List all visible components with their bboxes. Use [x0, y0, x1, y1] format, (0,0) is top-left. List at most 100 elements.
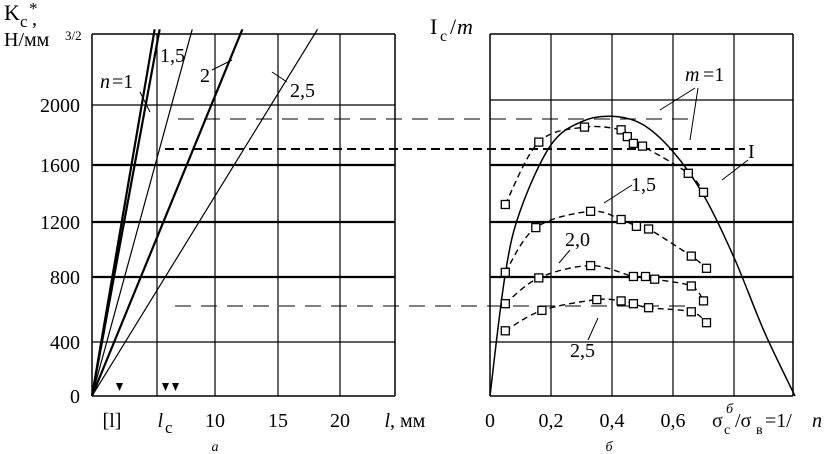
y-axis-I: I — [430, 14, 437, 39]
curve-label-2: 2 — [200, 65, 210, 87]
data-point-m1 — [534, 137, 544, 147]
xtick-label: 0,4 — [600, 410, 625, 432]
curve-n1-b — [90, 29, 161, 397]
data-point-m20 — [585, 260, 596, 271]
y-axis-unit: Н/мм — [4, 29, 50, 51]
data-point-m25 — [628, 299, 639, 309]
panel-b-grid — [489, 33, 794, 397]
leader-25 — [587, 317, 599, 341]
curve-n15 — [91, 29, 193, 397]
marker-triangle — [116, 383, 123, 391]
data-point-m1 — [622, 131, 632, 142]
xtick-label: 0,2 — [539, 410, 564, 432]
curve-m15 — [504, 210, 707, 273]
ytick-label: 1200 — [40, 212, 80, 234]
y-axis-slash: / — [450, 14, 457, 39]
panel-a-xticks: 10 15 20 [l] l c l , мм а — [103, 410, 426, 454]
data-point-m25 — [701, 318, 712, 328]
curve-label-n1-rest: =1 — [112, 71, 133, 93]
panel-a-yticks: 0 400 800 1200 1600 2000 — [40, 95, 80, 408]
data-point-m20 — [686, 281, 696, 291]
xtick-label: 20 — [330, 410, 350, 432]
ytick-label: 0 — [70, 386, 80, 408]
xtick-l-bracket: [l] — [103, 410, 122, 432]
panel-a-curve-labels: n =1 1,5 2 2,5 — [100, 45, 315, 113]
curve-label-I: I — [748, 141, 755, 163]
panel-b-data — [489, 115, 796, 397]
data-point-m1 — [683, 168, 693, 178]
curve-label-15: 1,5 — [160, 45, 185, 67]
data-point-m15 — [643, 224, 654, 234]
data-point-m25 — [643, 303, 654, 313]
data-point-m15 — [701, 263, 712, 273]
data-point-m1 — [637, 141, 648, 151]
curve-label-25: 2,5 — [290, 80, 315, 102]
ytick-label: 800 — [50, 267, 80, 289]
curve-m25 — [504, 298, 707, 332]
curve-m1 — [504, 125, 705, 205]
curve-n25 — [91, 29, 319, 397]
data-point-m15 — [616, 214, 626, 225]
data-point-m25 — [592, 294, 602, 305]
x-axis-unit: , мм — [390, 410, 426, 432]
y-axis-K: K — [4, 0, 20, 25]
leader-n1 — [139, 91, 151, 113]
x-axis-var: l — [384, 410, 390, 432]
y-axis-K-comma: , — [32, 8, 37, 30]
x-axis-sup-b: б — [726, 402, 734, 417]
data-point-m25 — [616, 296, 626, 306]
x-axis-eq: =1/ — [765, 410, 792, 432]
y-axis-m: m — [457, 14, 473, 39]
data-point-m20 — [628, 271, 639, 282]
leader-15 — [603, 184, 633, 204]
panel-b-letter: б — [605, 440, 613, 454]
y-axis-I-sub: c — [440, 28, 447, 45]
panel-b-curve-labels: m =1 I 1,5 2,0 2,5 — [558, 64, 755, 362]
xtick-label: 0 — [485, 410, 495, 432]
data-point-m25 — [686, 307, 696, 317]
data-point-m15 — [531, 222, 541, 233]
curve-m20 — [504, 264, 705, 305]
data-point-m25 — [500, 326, 510, 336]
curve-label-20: 2,0 — [565, 229, 590, 251]
data-point-m1 — [616, 125, 626, 135]
data-point-m15 — [631, 221, 642, 231]
ytick-label: 400 — [50, 332, 80, 354]
panel-a-grid — [91, 33, 396, 397]
curve-label-n1: n — [100, 71, 110, 93]
xtick-label: 10 — [205, 410, 225, 432]
data-point-m20 — [500, 299, 510, 309]
ytick-label: 2000 — [40, 95, 80, 117]
x-axis-sigma: σ — [712, 410, 723, 432]
x-axis-var-n: n — [812, 410, 822, 432]
xtick-lc: l — [157, 410, 163, 432]
data-point-m20 — [650, 274, 660, 284]
data-point-m1 — [500, 199, 510, 210]
data-point-m1 — [698, 187, 709, 197]
panel-a-letter: а — [212, 440, 219, 454]
y-axis-K-sup: * — [29, 0, 38, 18]
x-axis-sub-v: в — [756, 423, 763, 438]
data-point-m25 — [537, 305, 547, 316]
curve-n2 — [90, 28, 244, 397]
ytick-label: 1600 — [40, 155, 80, 177]
leader-2 — [211, 59, 233, 71]
curve-label-m: m — [685, 64, 699, 86]
panel-b-xticks: 0 0,2 0,4 0,6 б — [485, 410, 686, 454]
leader-I — [721, 159, 749, 181]
xtick-label: 0,6 — [661, 410, 686, 432]
xtick-label: 15 — [268, 410, 288, 432]
leader-20 — [558, 249, 571, 264]
panel-a-markers — [116, 383, 179, 391]
data-point-m1 — [579, 122, 590, 132]
data-point-m15 — [500, 267, 510, 278]
y-axis-K-sub: c — [20, 12, 28, 31]
panel-b-xtitle: σ с б /σ в =1/ n — [712, 402, 822, 438]
curve-label-15: 1,5 — [631, 174, 656, 196]
panel-a-curves — [90, 28, 319, 397]
y-axis-unit-sup: 3/2 — [65, 28, 82, 43]
marker-triangle — [162, 383, 169, 391]
panel-b-ytitle: I c / m — [430, 14, 473, 45]
data-point-m20 — [640, 271, 651, 282]
